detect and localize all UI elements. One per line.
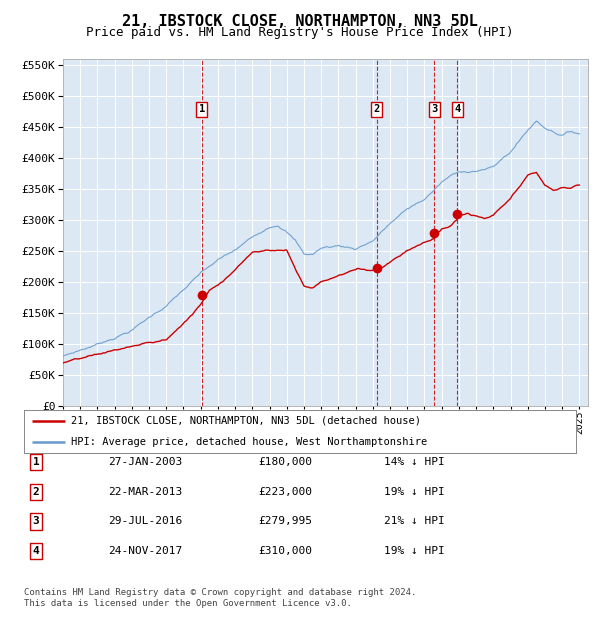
Text: 1: 1: [32, 457, 40, 467]
Text: 21, IBSTOCK CLOSE, NORTHAMPTON, NN3 5DL (detached house): 21, IBSTOCK CLOSE, NORTHAMPTON, NN3 5DL …: [71, 416, 421, 426]
Text: £279,995: £279,995: [258, 516, 312, 526]
Text: 19% ↓ HPI: 19% ↓ HPI: [384, 546, 445, 556]
Text: 24-NOV-2017: 24-NOV-2017: [108, 546, 182, 556]
Text: 14% ↓ HPI: 14% ↓ HPI: [384, 457, 445, 467]
Text: £310,000: £310,000: [258, 546, 312, 556]
Text: 1: 1: [199, 104, 205, 114]
Text: HPI: Average price, detached house, West Northamptonshire: HPI: Average price, detached house, West…: [71, 437, 427, 447]
Text: £223,000: £223,000: [258, 487, 312, 497]
Text: 27-JAN-2003: 27-JAN-2003: [108, 457, 182, 467]
Text: 29-JUL-2016: 29-JUL-2016: [108, 516, 182, 526]
Text: 19% ↓ HPI: 19% ↓ HPI: [384, 487, 445, 497]
Text: 21, IBSTOCK CLOSE, NORTHAMPTON, NN3 5DL: 21, IBSTOCK CLOSE, NORTHAMPTON, NN3 5DL: [122, 14, 478, 29]
Text: £180,000: £180,000: [258, 457, 312, 467]
Text: 3: 3: [431, 104, 437, 114]
Text: 21% ↓ HPI: 21% ↓ HPI: [384, 516, 445, 526]
Text: Price paid vs. HM Land Registry's House Price Index (HPI): Price paid vs. HM Land Registry's House …: [86, 26, 514, 39]
Text: 2: 2: [32, 487, 40, 497]
Text: 3: 3: [32, 516, 40, 526]
Text: 22-MAR-2013: 22-MAR-2013: [108, 487, 182, 497]
Text: 4: 4: [32, 546, 40, 556]
Text: 4: 4: [454, 104, 460, 114]
Text: Contains HM Land Registry data © Crown copyright and database right 2024.
This d: Contains HM Land Registry data © Crown c…: [24, 588, 416, 608]
Text: 2: 2: [373, 104, 380, 114]
